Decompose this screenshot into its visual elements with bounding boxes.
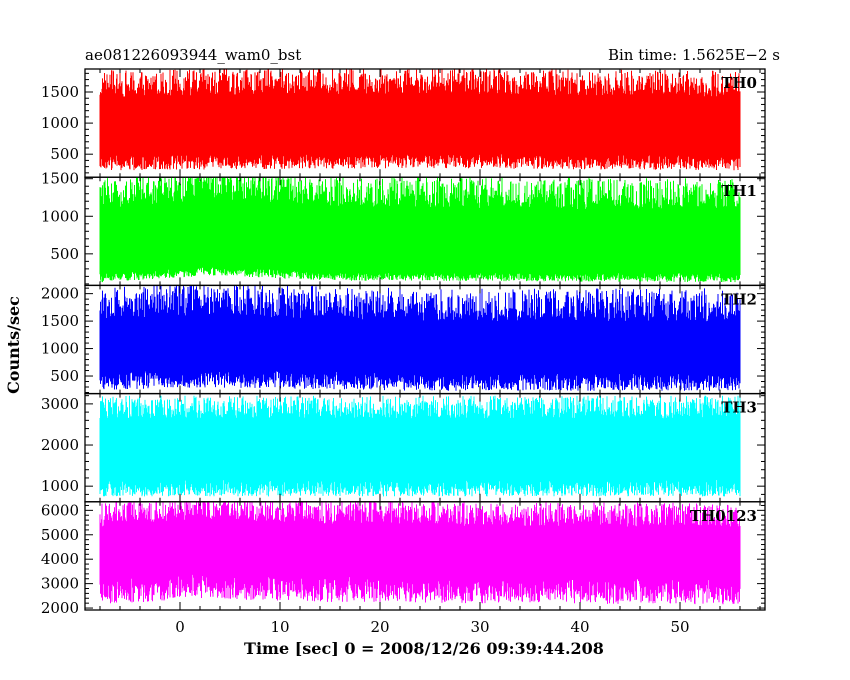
y-tick-label-th0123-4000: 4000 [41,550,79,568]
series-trace-th0123 [99,501,741,605]
y-tick-label-th2-1500: 1500 [41,312,79,330]
panel-th0123: 2000 3000 4000 5000 6000 TH0123 [41,501,766,617]
series-trace-th2 [99,285,741,391]
panel-label-th3: TH3 [721,399,757,417]
x-tick-label-40: 40 [570,618,589,636]
series-trace-th3 [99,395,741,497]
y-tick-label-th0123-3000: 3000 [41,575,79,593]
y-tick-label-th3-2000: 2000 [41,436,79,454]
x-tick-label-50: 50 [670,618,689,636]
y-tick-label-th0-1000: 1000 [41,114,79,132]
panel-label-th0123: TH0123 [690,507,757,525]
x-tick-label-20: 20 [370,618,389,636]
y-tick-label-th1-1000: 1000 [41,207,79,225]
x-tick-label-0: 0 [175,618,185,636]
panel-label-th2: TH2 [721,290,757,308]
y-tick-label-th2-2000: 2000 [41,285,79,303]
y-tick-label-th0-1500: 1500 [41,83,79,101]
chart-title-left: ae081226093944_wam0_bst [85,46,301,64]
panel-label-th1: TH1 [721,182,757,200]
y-tick-label-th2-1000: 1000 [41,340,79,358]
y-tick-label-th0-500: 500 [50,145,79,163]
y-tick-label-th0123-5000: 5000 [41,526,79,544]
panel-label-th0: TH0 [721,74,757,92]
panel-th0: 500 1000 1500 TH0 [41,68,766,178]
x-tick-label-10: 10 [270,618,289,636]
panel-th3: 1000 2000 3000 TH3 [41,392,766,503]
panel-th1: 500 1000 1500 TH1 [41,170,766,287]
y-tick-label-th3-1000: 1000 [41,477,79,495]
y-tick-label-th2-500: 500 [50,367,79,385]
chart-title-right: Bin time: 1.5625E−2 s [608,46,780,64]
y-tick-label-th3-3000: 3000 [41,395,79,413]
y-tick-label-th0123-2000: 2000 [41,599,79,617]
y-axis-label: Counts/sec [4,296,23,394]
y-tick-label-th0123-6000: 6000 [41,501,79,519]
y-tick-label-th1-1500: 1500 [41,170,79,188]
panel-th2: 500 1000 1500 2000 TH2 [41,285,766,395]
series-trace-th1 [99,177,741,283]
x-tick-label-30: 30 [470,618,489,636]
x-axis-label: Time [sec] 0 = 2008/12/26 09:39:44.208 [244,639,604,658]
panels-group: 500 1000 1500 TH0 500 1000 1500 TH1 500 1000 1500 2… [41,68,766,617]
y-tick-label-th1-500: 500 [50,245,79,263]
series-trace-th0 [99,69,741,171]
panel-frame-th0123 [84,501,766,611]
x-axis: 0 10 20 30 40 50 [175,618,689,636]
